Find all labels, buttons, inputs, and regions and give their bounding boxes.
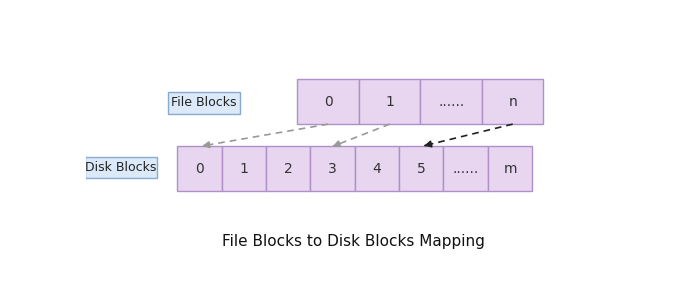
Text: 3: 3 bbox=[328, 162, 337, 176]
Bar bbox=[420, 79, 482, 124]
Bar bbox=[444, 146, 488, 191]
Text: 2: 2 bbox=[284, 162, 293, 176]
Bar bbox=[399, 146, 444, 191]
Text: File Blocks to Disk Blocks Mapping: File Blocks to Disk Blocks Mapping bbox=[222, 234, 485, 249]
Text: File Blocks: File Blocks bbox=[171, 96, 237, 109]
Bar bbox=[355, 146, 399, 191]
Text: 0: 0 bbox=[195, 162, 204, 176]
Text: m: m bbox=[503, 162, 517, 176]
Bar bbox=[177, 146, 221, 191]
Bar bbox=[297, 79, 359, 124]
Bar bbox=[310, 146, 355, 191]
Bar bbox=[85, 157, 157, 178]
Bar bbox=[168, 92, 240, 113]
Text: 0: 0 bbox=[324, 95, 333, 109]
Bar bbox=[266, 146, 311, 191]
Text: ......: ...... bbox=[438, 95, 464, 109]
Bar bbox=[221, 146, 266, 191]
Text: 1: 1 bbox=[385, 95, 394, 109]
Bar bbox=[359, 79, 420, 124]
Bar bbox=[488, 146, 532, 191]
Text: 5: 5 bbox=[417, 162, 426, 176]
Text: ......: ...... bbox=[453, 162, 479, 176]
Text: 1: 1 bbox=[239, 162, 248, 176]
Bar bbox=[482, 79, 544, 124]
Text: n: n bbox=[509, 95, 517, 109]
Text: 4: 4 bbox=[373, 162, 382, 176]
Text: Disk Blocks: Disk Blocks bbox=[86, 161, 157, 174]
